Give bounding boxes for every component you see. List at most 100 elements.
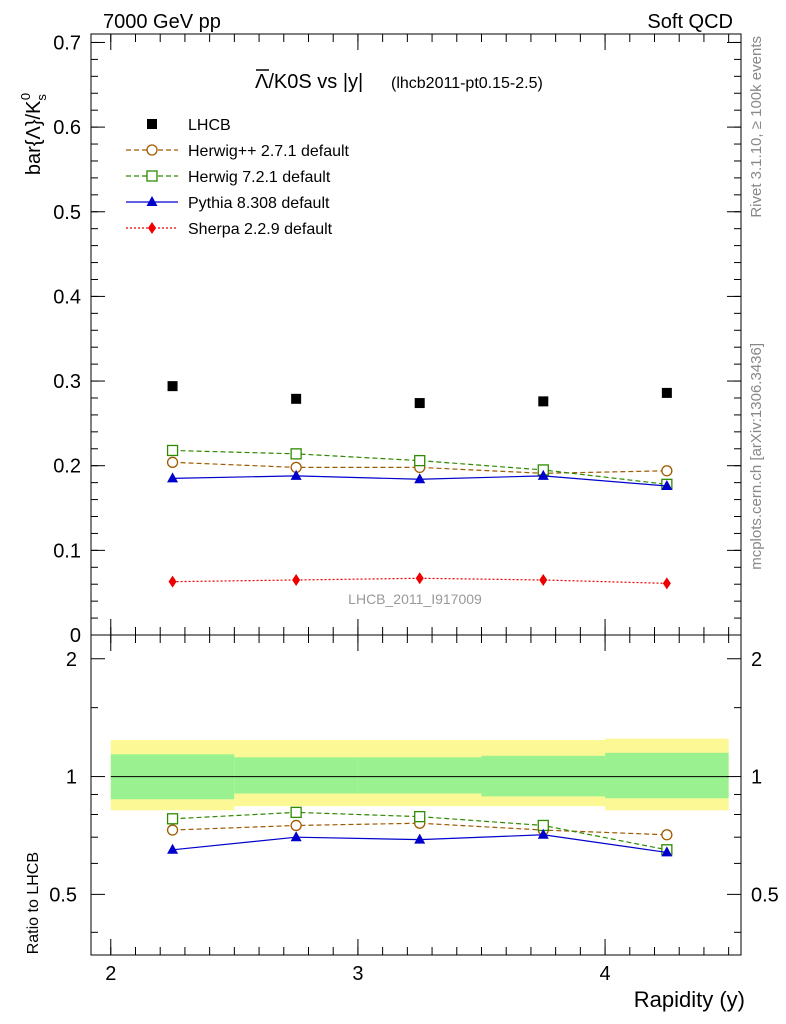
- series-2-point: [290, 469, 302, 480]
- series-0-point-shape: [166, 456, 179, 468]
- watermark: LHCB_2011_I917009: [348, 591, 482, 607]
- series-3-point-shape: [292, 573, 301, 586]
- svg-text:Λ/K0S vs |y|: Λ/K0S vs |y|: [255, 71, 363, 93]
- series-2-point-shape: [537, 469, 549, 480]
- series-3-point-shape: [415, 572, 424, 585]
- legend-marker-0-shape: [146, 144, 158, 156]
- chart-title: Λ/K0S vs |y| (lhcb2011-pt0.15-2.5): [255, 69, 543, 93]
- header-right: Soft QCD: [647, 11, 733, 33]
- y-axis-label-sub: s: [34, 94, 49, 101]
- ratio-2-point-shape: [290, 831, 302, 842]
- ratio-line-1: [172, 811, 667, 851]
- ratio-tick-label: 1: [66, 767, 77, 789]
- data-point-shape: [291, 393, 302, 404]
- series-1-point-shape: [166, 444, 179, 457]
- legend-label-2: Pythia 8.308 default: [188, 195, 330, 212]
- ratio-axis-ticks: 0.5 0.5 1 1 2 2: [49, 649, 779, 933]
- title-sub: (lhcb2011-pt0.15-2.5): [391, 75, 543, 92]
- ratio-band-inner: [357, 757, 482, 794]
- series-0-point: [661, 465, 673, 477]
- series-1-point: [290, 448, 302, 460]
- ratio-1-point-shape: [166, 813, 179, 825]
- ratio-0-point: [290, 819, 302, 832]
- series-0-point-shape: [661, 465, 673, 477]
- ratio-bands: [110, 738, 729, 811]
- y-tick-label: 0.6: [53, 117, 81, 139]
- series-line-0: [172, 461, 667, 474]
- series-1-point-shape: [414, 454, 426, 467]
- y-tick-label: 0.5: [53, 202, 81, 224]
- y-tick-label: 0.3: [53, 371, 81, 393]
- title-overline-symbol: Λ: [255, 71, 269, 93]
- title-main: /K0S vs |y|: [268, 71, 363, 93]
- ratio-0-point: [661, 829, 673, 841]
- data-point: [291, 393, 302, 404]
- series-3-point: [168, 575, 177, 588]
- data-point-shape: [414, 398, 425, 409]
- series-layer: [166, 381, 673, 590]
- ratio-band-inner: [605, 752, 729, 799]
- y-tick-label: 0.4: [53, 286, 81, 308]
- ratio-2-point-shape: [661, 846, 673, 857]
- series-2-point-shape: [661, 480, 673, 491]
- series-1-point: [166, 444, 179, 457]
- y-axis-label-sup: 0: [18, 93, 33, 100]
- header-left: 7000 GeV pp: [103, 11, 221, 33]
- series-2-point: [661, 480, 673, 491]
- legend-label-1: Herwig 7.2.1 default: [188, 169, 331, 186]
- side-label-rivet: Rivet 3.1.10, ≥ 100k events: [748, 36, 765, 218]
- side-label-mcplots: mcplots.cern.ch [arXiv:1306.3436]: [748, 343, 765, 570]
- legend-marker-1: [146, 170, 158, 182]
- legend-marker-3: [148, 222, 156, 234]
- data-point: [661, 387, 672, 398]
- x-axis-ticks: 2 3 4: [105, 34, 730, 985]
- ratio-0-point-shape: [290, 819, 302, 832]
- data-point-shape: [167, 381, 178, 392]
- data-point: [538, 396, 549, 407]
- legend-marker-3-shape: [148, 222, 156, 234]
- series-1-point: [414, 454, 426, 467]
- main-axis-ticks: 0 0.1 0.2 0.3 0.4 0.5 0.6 0.7: [53, 32, 741, 647]
- ratio-2-point: [414, 833, 426, 844]
- series-3-point: [415, 572, 424, 585]
- ratio-1-point: [414, 810, 426, 823]
- ratio-2-point-shape: [537, 828, 549, 839]
- data-point: [167, 381, 178, 392]
- y-axis-label-main: bar{Λ}/K: [23, 100, 45, 175]
- ratio-2-point: [290, 831, 302, 842]
- y-axis-label: bar{Λ}/Ks0: [18, 93, 49, 175]
- legend-marker-2: [146, 196, 158, 206]
- ratio-tick-label-right: 0.5: [751, 884, 779, 906]
- series-2-point-shape: [290, 469, 302, 480]
- x-tick-label: 4: [600, 963, 611, 985]
- ratio-0-point-shape: [166, 824, 179, 836]
- data-point-shape: [661, 387, 672, 398]
- series-2-point: [167, 472, 179, 483]
- ratio-2-point-shape: [167, 843, 179, 854]
- y-tick-label: 0.1: [53, 540, 81, 562]
- legend-data-label: LHCB: [188, 117, 231, 134]
- series-3-point: [539, 573, 548, 586]
- series-2-point-shape: [414, 473, 426, 484]
- legend-data-marker-shape: [147, 119, 157, 129]
- legend-label-3: Sherpa 2.2.9 default: [188, 221, 333, 238]
- series-2-point: [414, 473, 426, 484]
- ratio-panel-frame: [90, 634, 742, 956]
- y-tick-label: 0.2: [53, 456, 81, 478]
- ratio-1-point-shape: [290, 806, 302, 819]
- ratio-0-point: [166, 824, 179, 836]
- legend-marker-1-shape: [146, 170, 158, 182]
- data-point-shape: [538, 396, 549, 407]
- series-line-1: [172, 449, 667, 485]
- ratio-series-layer: [166, 806, 673, 857]
- ratio-2-point: [661, 846, 673, 857]
- y-tick-label: 0.7: [53, 32, 81, 54]
- ratio-2-point: [537, 828, 549, 839]
- ratio-tick-label-right: 2: [751, 649, 762, 671]
- ratio-1-point: [166, 813, 179, 825]
- legend-data-marker: [147, 119, 157, 129]
- x-axis-label: Rapidity (y): [634, 987, 745, 1012]
- ratio-band-inner: [234, 757, 358, 794]
- series-2-point-shape: [167, 472, 179, 483]
